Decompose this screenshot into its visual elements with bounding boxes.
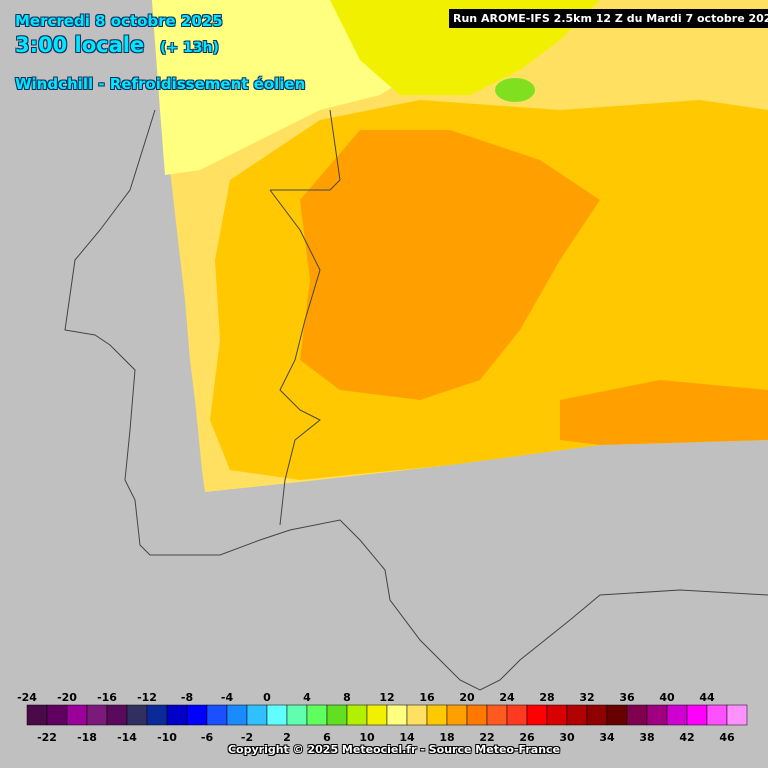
- legend-swatch: [106, 704, 128, 726]
- legend-label: 12: [379, 691, 394, 704]
- legend-swatch: [26, 704, 48, 726]
- legend-label: 0: [263, 691, 271, 704]
- legend-label: -2: [241, 731, 253, 744]
- field-orange-south: [560, 380, 768, 445]
- run-info: Run AROME-IFS 2.5km 12 Z du Mardi 7 octo…: [449, 9, 768, 28]
- legend-label: 4: [303, 691, 311, 704]
- legend-label: 14: [399, 731, 415, 744]
- legend-label: 28: [539, 691, 554, 704]
- legend-swatch: [686, 704, 708, 726]
- legend-swatch: [66, 704, 88, 726]
- legend-swatch: [126, 704, 148, 726]
- legend-swatch: [726, 704, 748, 726]
- legend-label: 42: [679, 731, 694, 744]
- coastline: [64, 109, 768, 691]
- legend-swatch: [386, 704, 408, 726]
- legend-swatch: [326, 704, 348, 726]
- legend-label: 26: [519, 731, 535, 744]
- legend-swatch: [566, 704, 588, 726]
- legend: -24 -20 -16 -12 -8 -4 0 4 8 12 16 20 24 28 32 36 40 44-22…: [17, 691, 748, 744]
- legend-label: 38: [639, 731, 654, 744]
- legend-label: 20: [459, 691, 475, 704]
- legend-swatch: [266, 704, 288, 726]
- legend-label: -18: [77, 731, 97, 744]
- legend-swatch: [346, 704, 368, 726]
- legend-swatch: [86, 704, 108, 726]
- legend-label: -8: [181, 691, 193, 704]
- legend-swatch: [166, 704, 188, 726]
- legend-swatch: [186, 704, 208, 726]
- field-pale: [152, 0, 560, 175]
- legend-label: 32: [579, 691, 594, 704]
- legend-swatch: [606, 704, 628, 726]
- legend-label: 36: [619, 691, 635, 704]
- legend-label: 24: [499, 691, 515, 704]
- legend-label: 6: [323, 731, 331, 744]
- frontier-north: [270, 109, 341, 191]
- legend-label: 30: [559, 731, 575, 744]
- legend-label: 2: [283, 731, 291, 744]
- product: Windchill - Refroidissement éolien: [15, 75, 306, 93]
- legend-label: 46: [719, 731, 735, 744]
- legend-label: -12: [137, 691, 157, 704]
- borders: [64, 109, 768, 691]
- legend-swatch: [146, 704, 168, 726]
- legend-label: 44: [699, 691, 715, 704]
- date: Mercredi 8 octobre 2025: [15, 12, 223, 30]
- legend-label: 34: [599, 731, 615, 744]
- legend-swatch: [366, 704, 388, 726]
- legend-label: -24: [17, 691, 37, 704]
- frontier: [269, 189, 321, 526]
- time: 3:00 locale: [15, 33, 145, 57]
- legend-swatch: [666, 704, 688, 726]
- legend-label: -6: [201, 731, 214, 744]
- legend-swatch: [626, 704, 648, 726]
- legend-label: 22: [479, 731, 494, 744]
- field-green: [495, 78, 535, 102]
- legend-swatch: [406, 704, 428, 726]
- legend-label: -16: [97, 691, 117, 704]
- legend-swatch: [226, 704, 248, 726]
- legend-swatch: [646, 704, 668, 726]
- legend-label: 8: [343, 691, 351, 704]
- legend-swatch: [486, 704, 508, 726]
- legend-label: 40: [659, 691, 675, 704]
- legend-swatch: [446, 704, 468, 726]
- legend-swatch: [546, 704, 568, 726]
- legend-swatch: [526, 704, 548, 726]
- legend-swatch: [46, 704, 68, 726]
- legend-swatch: [426, 704, 448, 726]
- legend-label: -22: [37, 731, 57, 744]
- legend-swatch: [466, 704, 488, 726]
- legend-swatch: [506, 704, 528, 726]
- legend-label: 10: [359, 731, 375, 744]
- legend-swatch: [286, 704, 308, 726]
- legend-label: 18: [439, 731, 454, 744]
- legend-label: -4: [221, 691, 234, 704]
- legend-swatch: [246, 704, 268, 726]
- field-orange: [300, 130, 600, 400]
- legend-label: -14: [117, 731, 137, 744]
- lead: (+ 13h): [160, 40, 219, 56]
- legend-swatch: [306, 704, 328, 726]
- legend-label: -20: [57, 691, 77, 704]
- legend-label: 16: [419, 691, 435, 704]
- legend-label: -10: [157, 731, 177, 744]
- legend-swatch: [706, 704, 728, 726]
- legend-swatch: [206, 704, 228, 726]
- copyright: Copyright © 2025 Meteociel.fr - Source M…: [227, 743, 561, 756]
- legend-swatch: [586, 704, 608, 726]
